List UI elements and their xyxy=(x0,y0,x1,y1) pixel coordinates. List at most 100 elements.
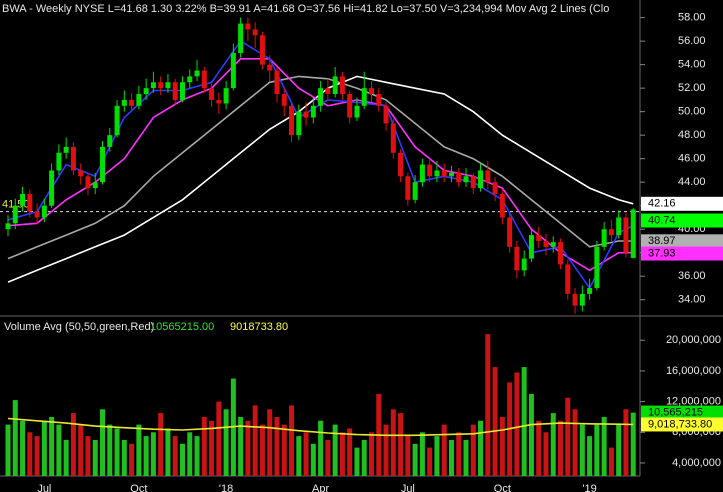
volume-bar xyxy=(201,416,207,476)
y-tick-label: 34.00 xyxy=(678,294,706,306)
candle-body xyxy=(558,242,564,265)
y-tick-label: 12,000,000 xyxy=(666,396,721,408)
candle-body xyxy=(332,76,338,95)
volume-bar xyxy=(485,334,491,476)
candle-body xyxy=(245,23,251,30)
candle-body xyxy=(499,193,505,218)
volume-bar xyxy=(536,420,542,476)
candle-body xyxy=(252,29,258,36)
candle-body xyxy=(616,217,622,236)
candle-body xyxy=(608,229,614,236)
y-tick-label: 54.00 xyxy=(678,59,706,71)
candle-body xyxy=(325,88,331,95)
candle-body xyxy=(623,217,629,253)
candle-body xyxy=(209,88,215,100)
candle-body xyxy=(579,293,585,306)
level-label-box xyxy=(641,234,723,249)
x-tick-label: Jul xyxy=(37,483,51,492)
volume-bar xyxy=(310,443,316,476)
volume-bar xyxy=(623,409,629,476)
candle-body xyxy=(310,105,316,118)
candle-body xyxy=(281,94,287,106)
level-label: 42.16 xyxy=(648,198,676,210)
y-tick-label: 36.00 xyxy=(678,270,706,282)
candle-body xyxy=(601,229,607,247)
candle-body xyxy=(143,88,149,95)
candle-body xyxy=(34,211,40,218)
x-tick-label: '18 xyxy=(219,483,233,492)
volume-bar xyxy=(296,436,302,476)
candle-body xyxy=(296,111,302,136)
candle-body xyxy=(41,205,47,218)
volume-bar xyxy=(572,409,578,476)
volume-bar xyxy=(274,416,280,476)
volume-bar xyxy=(143,436,149,476)
candle-body xyxy=(172,82,178,100)
volume-bar xyxy=(165,428,171,476)
candle-body xyxy=(434,170,440,177)
candle-body xyxy=(121,99,127,106)
candle-body xyxy=(63,146,69,153)
candle-body xyxy=(412,182,418,200)
volume-bar xyxy=(608,447,614,476)
candle-body xyxy=(92,182,98,189)
volume-bar xyxy=(223,409,229,476)
candle-body xyxy=(230,52,236,89)
candle-body xyxy=(536,235,542,241)
candle-body xyxy=(470,176,476,189)
candle-body xyxy=(150,82,156,89)
volume-bar xyxy=(41,420,47,476)
candle-body xyxy=(223,88,229,104)
candle-body xyxy=(20,193,26,206)
volume-bar xyxy=(194,436,200,476)
candle-body xyxy=(70,146,76,171)
candle-body xyxy=(361,88,367,106)
volume-bar xyxy=(499,416,505,476)
volume-bar xyxy=(398,413,404,476)
volume-bar xyxy=(12,400,18,476)
volume-bar xyxy=(70,413,76,476)
volume-bar xyxy=(448,439,454,476)
volume-bar xyxy=(289,405,295,476)
candle-body xyxy=(100,146,106,183)
candle-body xyxy=(107,135,113,147)
candle-body xyxy=(165,82,171,89)
volume-average-line xyxy=(7,417,634,437)
candle-body xyxy=(427,164,433,177)
candle-body xyxy=(390,123,396,153)
candle-body xyxy=(550,242,556,247)
volume-bar xyxy=(5,424,11,476)
candle-body xyxy=(78,170,84,177)
volume-bar xyxy=(434,436,440,476)
candle-body xyxy=(179,82,185,100)
volume-bar xyxy=(427,447,433,476)
volume-bar xyxy=(369,432,374,476)
candle-body xyxy=(630,209,636,258)
volume-bar xyxy=(514,372,520,476)
volume-bar xyxy=(78,424,84,476)
candle-body xyxy=(485,170,491,183)
volume-bar xyxy=(27,432,33,476)
candle-body xyxy=(398,152,404,177)
volume-bar xyxy=(601,416,607,476)
volume-bar xyxy=(565,397,571,476)
volume-bar xyxy=(339,432,345,476)
volume-bar xyxy=(150,432,156,476)
candle-body xyxy=(463,176,469,183)
candle-body xyxy=(514,246,520,271)
level-label: 40.74 xyxy=(648,214,676,226)
candle-body xyxy=(129,99,135,106)
volume-title: Volume Avg (50,50,green,Red) xyxy=(4,321,154,333)
level-label: 10,565,215 xyxy=(648,407,703,419)
volume-bar xyxy=(85,436,91,476)
candle-body xyxy=(492,182,498,194)
volume-bar xyxy=(550,413,556,476)
candle-body xyxy=(369,88,374,95)
candle-body xyxy=(528,235,534,259)
volume-bar xyxy=(107,424,113,476)
volume-bar xyxy=(49,416,55,476)
candle-body xyxy=(419,164,425,183)
volume-bar xyxy=(412,443,418,476)
volume-bar xyxy=(419,432,425,476)
volume-bar xyxy=(492,367,498,476)
